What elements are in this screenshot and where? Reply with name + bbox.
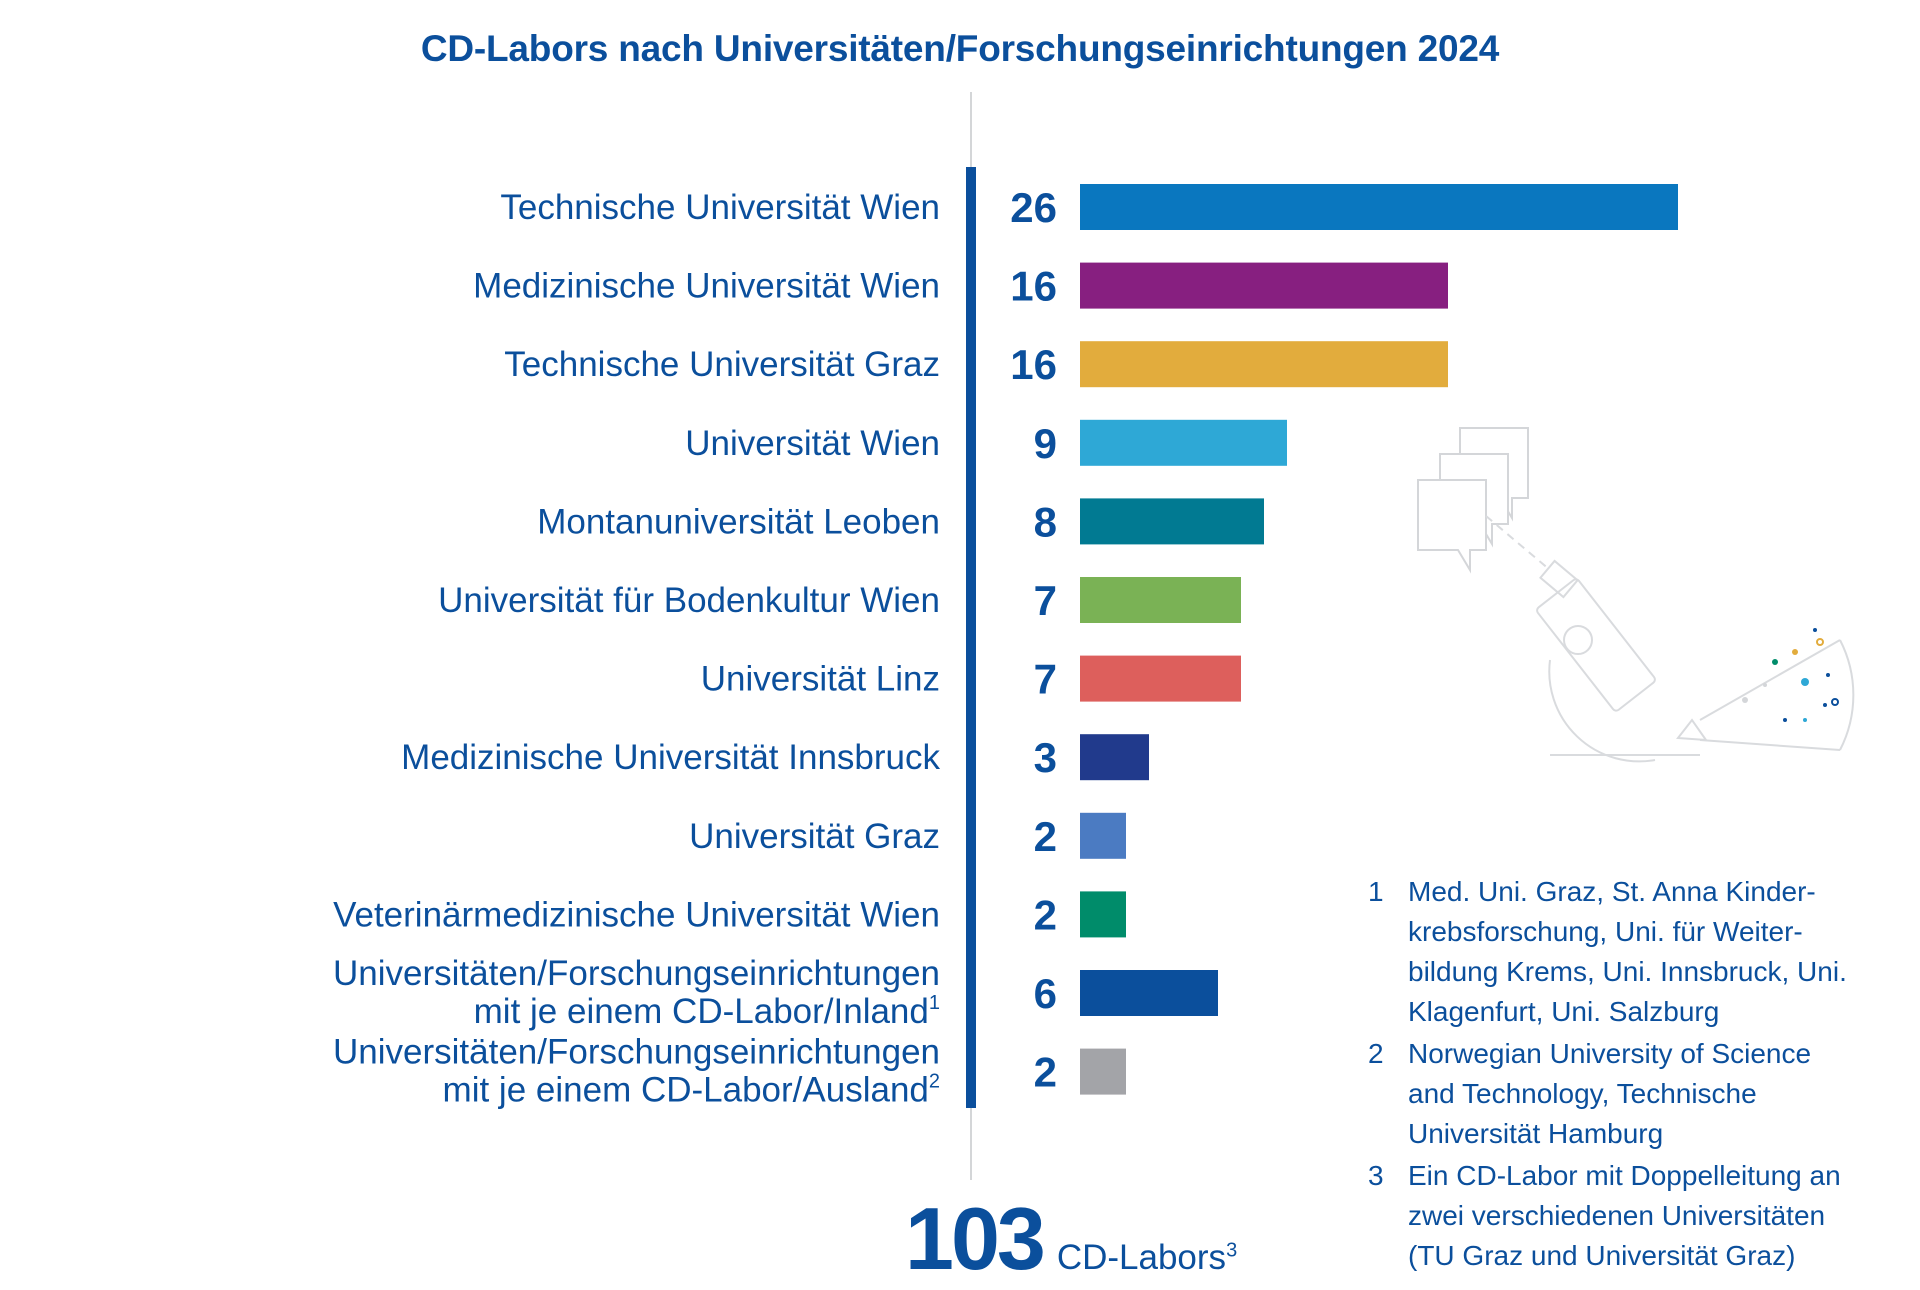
value-label: 9 — [1034, 420, 1057, 467]
footnote-text: Ein CD-Labor mit Doppelleitung an zwei ve… — [1408, 1160, 1841, 1271]
category-label: Technische Universität Graz — [504, 345, 940, 384]
bar — [1080, 341, 1448, 388]
value-label: 7 — [1034, 656, 1057, 703]
footnote-mark: 3 — [1226, 1239, 1238, 1262]
total-unit: CD-Labors3 — [1056, 1238, 1238, 1277]
bar — [1080, 655, 1241, 702]
value-label: 7 — [1034, 577, 1057, 624]
bar — [1080, 498, 1264, 545]
category-label: Universität Wien — [685, 424, 940, 463]
category-label: mit je einem CD-Labor/Inland1 — [474, 992, 940, 1031]
category-label: Montanuniversität Leoben — [537, 502, 940, 541]
bar — [1080, 1048, 1126, 1095]
footnote-mark: 1 — [929, 992, 940, 1014]
category-label: Veterinärmedizinische Universität Wien — [333, 895, 940, 934]
footnote-item: 1 Med. Uni. Graz, St. Anna Kinder-krebsfo… — [1368, 872, 1908, 1032]
category-label: Universität Graz — [689, 817, 940, 856]
bar — [1080, 262, 1448, 309]
footnote-item: 2 Norwegian University of Science and Tech… — [1368, 1034, 1908, 1154]
bar — [1080, 970, 1218, 1016]
footnote-number: 1 — [1368, 876, 1384, 907]
category-label: mit je einem CD-Labor/Ausland2 — [443, 1071, 940, 1110]
bar — [1080, 419, 1287, 466]
value-label: 8 — [1034, 498, 1057, 545]
category-label: Universität Linz — [701, 660, 940, 699]
footnote-text: Med. Uni. Graz, St. Anna Kinder-krebsfor… — [1408, 876, 1847, 1027]
bar — [1080, 577, 1241, 623]
footnotes: 1 Med. Uni. Graz, St. Anna Kinder-krebsfo… — [1368, 872, 1908, 1278]
total-value: 103 — [905, 1189, 1046, 1288]
total-count: 103 CD-Labors3 — [905, 1188, 1238, 1288]
value-label: 26 — [1010, 184, 1057, 231]
category-label: Medizinische Universität Wien — [473, 267, 940, 306]
bar — [1080, 891, 1126, 938]
category-label: Universität für Bodenkultur Wien — [438, 581, 940, 620]
value-label: 16 — [1010, 341, 1057, 388]
value-label: 2 — [1034, 891, 1057, 938]
microscope-illustration — [1417, 427, 1855, 763]
card-icon — [1417, 479, 1487, 574]
footnote-number: 2 — [1368, 1038, 1384, 1069]
value-label: 2 — [1034, 1049, 1057, 1096]
value-label: 2 — [1034, 813, 1057, 860]
footnote-number: 3 — [1368, 1160, 1384, 1191]
category-label: Technische Universität Wien — [500, 188, 940, 227]
value-label: 16 — [1010, 263, 1057, 310]
category-label: Medizinische Universität Innsbruck — [401, 738, 940, 777]
value-label: 6 — [1034, 970, 1057, 1017]
footnote-mark: 2 — [929, 1071, 940, 1093]
category-label: Universitäten/Forschungseinrichtungen — [333, 954, 940, 993]
footnote-text: Norwegian University of Science and Techn… — [1408, 1038, 1812, 1149]
bar — [1080, 184, 1678, 230]
category-label: Universitäten/Forschungseinrichtungen — [333, 1033, 940, 1072]
footnote-item: 3 Ein CD-Labor mit Doppelleitung an zwei v… — [1368, 1156, 1908, 1276]
chart-title: CD-Labors nach Universitäten/Forschungse… — [420, 28, 1500, 69]
value-label: 3 — [1034, 734, 1057, 781]
bar — [1080, 812, 1126, 859]
bar — [1080, 734, 1149, 781]
